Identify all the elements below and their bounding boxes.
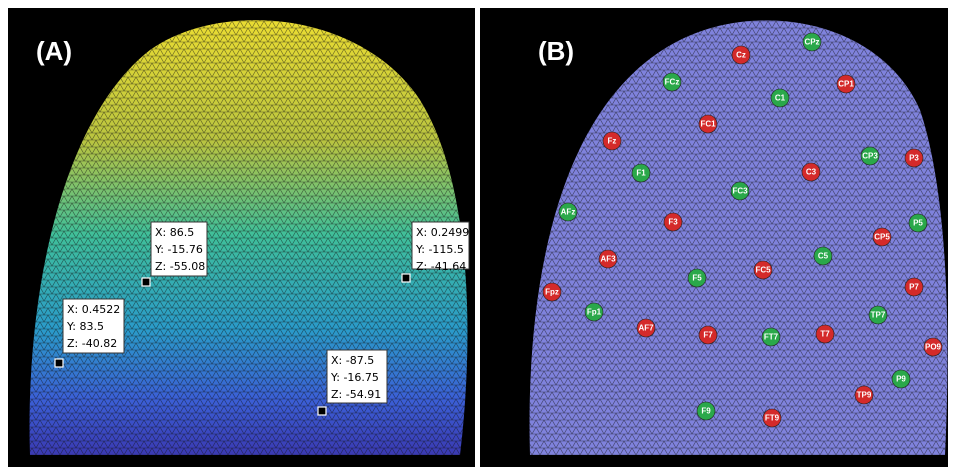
electrode-label: FC1 bbox=[700, 120, 716, 129]
data-tip-marker bbox=[318, 407, 326, 415]
data-tip-marker bbox=[55, 359, 63, 367]
electrode-label: FCz bbox=[665, 78, 680, 87]
data-tip-text: Z: -40.82 bbox=[67, 337, 117, 350]
electrode-label: CPz bbox=[804, 38, 819, 47]
data-tip-text: Y: 83.5 bbox=[66, 320, 104, 333]
electrode-label: Cz bbox=[736, 51, 746, 60]
electrode-label: F1 bbox=[636, 169, 646, 178]
electrode-label: F7 bbox=[703, 331, 713, 340]
electrode-label: F3 bbox=[668, 218, 678, 227]
electrode-label: Fp1 bbox=[587, 308, 602, 317]
electrode-label: TP7 bbox=[871, 311, 886, 320]
electrode-label: P5 bbox=[913, 219, 923, 228]
electrode-label: FT7 bbox=[764, 333, 779, 342]
electrode-label: FC5 bbox=[755, 266, 771, 275]
data-tip-text: Y: -16.75 bbox=[330, 371, 379, 384]
electrode-label: TP9 bbox=[857, 391, 872, 400]
electrode-label: P9 bbox=[896, 375, 906, 384]
electrode-label: CP3 bbox=[862, 152, 878, 161]
data-tip-text: X: 0.4522 bbox=[67, 303, 120, 316]
panel-label: (A) bbox=[36, 36, 72, 66]
panel-label: (B) bbox=[538, 36, 574, 66]
electrode-label: F9 bbox=[701, 407, 711, 416]
electrode-label: FT9 bbox=[765, 414, 780, 423]
data-tip-marker bbox=[402, 274, 410, 282]
data-tip-text: Z: -55.08 bbox=[155, 260, 205, 273]
electrode-label: P7 bbox=[909, 283, 919, 292]
data-tip-text: Y: -15.76 bbox=[154, 243, 203, 256]
electrode-label: AF7 bbox=[638, 324, 654, 333]
data-tip-marker bbox=[142, 278, 150, 286]
electrode-label: Fpz bbox=[545, 288, 559, 297]
electrode-label: AF3 bbox=[600, 255, 616, 264]
data-tip-text: X: -87.5 bbox=[331, 354, 374, 367]
electrode-label: P3 bbox=[909, 154, 919, 163]
electrode-label: C5 bbox=[818, 252, 829, 261]
electrode-label: AFz bbox=[561, 208, 576, 217]
electrode-label: CP1 bbox=[838, 80, 854, 89]
data-tip-text: X: 0.2499 bbox=[416, 226, 469, 239]
data-tip-text: Z: -54.91 bbox=[331, 388, 381, 401]
electrode-label: T7 bbox=[820, 330, 830, 339]
electrode-label: Fz bbox=[608, 137, 617, 146]
electrode-label: C3 bbox=[806, 168, 817, 177]
electrode-label: CP5 bbox=[874, 233, 890, 242]
data-tip-text: Z: -41.64 bbox=[416, 260, 466, 273]
electrode-label: FC3 bbox=[732, 187, 748, 196]
figure: (A) (B) X: 86.5 Y: -15.76 Z: -55.08 X: 0.24… bbox=[0, 0, 956, 475]
data-tip-text: X: 86.5 bbox=[155, 226, 194, 239]
data-tip-text: Y: -115.5 bbox=[415, 243, 464, 256]
electrode-label: PO9 bbox=[925, 343, 942, 352]
electrode-label: F5 bbox=[692, 274, 702, 283]
electrode-label: C1 bbox=[775, 94, 786, 103]
